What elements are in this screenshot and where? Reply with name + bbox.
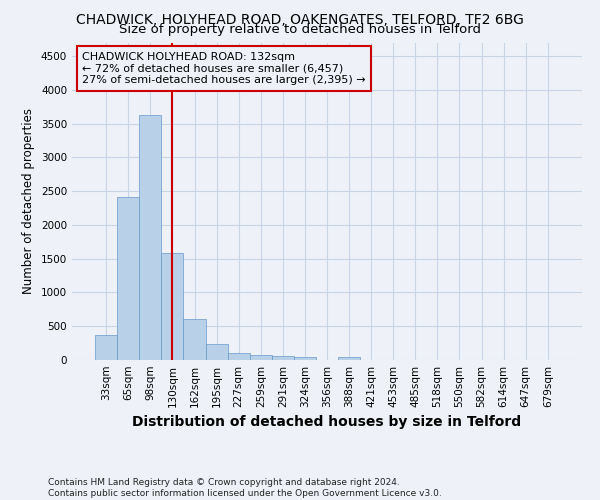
Bar [272, 356, 294, 360]
Text: Contains HM Land Registry data © Crown copyright and database right 2024.
Contai: Contains HM Land Registry data © Crown c… [48, 478, 442, 498]
Y-axis label: Number of detached properties: Number of detached properties [22, 108, 35, 294]
Bar [338, 356, 360, 360]
Bar [161, 252, 184, 360]
X-axis label: Distribution of detached houses by size in Telford: Distribution of detached houses by size … [133, 416, 521, 430]
Text: CHADWICK, HOLYHEAD ROAD, OAKENGATES, TELFORD, TF2 6BG: CHADWICK, HOLYHEAD ROAD, OAKENGATES, TEL… [76, 12, 524, 26]
Bar [294, 358, 316, 360]
Bar [250, 356, 272, 360]
Text: CHADWICK HOLYHEAD ROAD: 132sqm
← 72% of detached houses are smaller (6,457)
27% : CHADWICK HOLYHEAD ROAD: 132sqm ← 72% of … [82, 52, 366, 85]
Bar [139, 115, 161, 360]
Bar [95, 335, 117, 360]
Text: Size of property relative to detached houses in Telford: Size of property relative to detached ho… [119, 22, 481, 36]
Bar [184, 320, 206, 360]
Bar [117, 196, 139, 360]
Bar [227, 352, 250, 360]
Bar [206, 344, 227, 360]
